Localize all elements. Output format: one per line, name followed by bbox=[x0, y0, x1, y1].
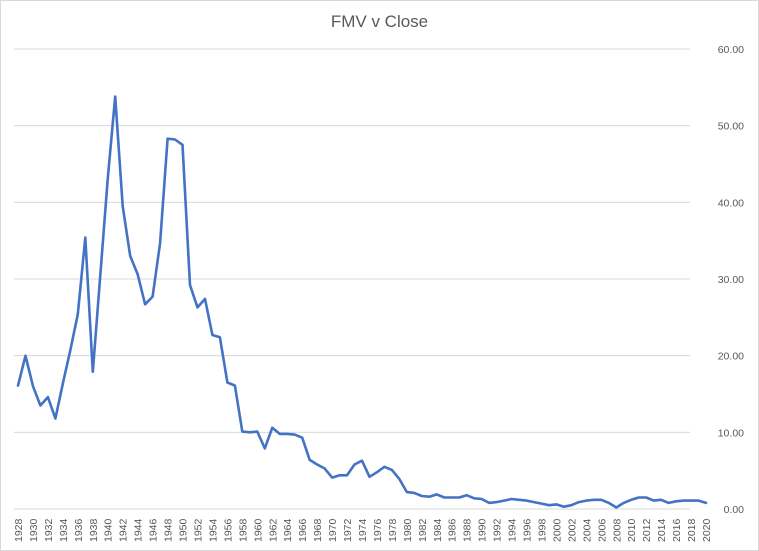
x-tick-label: 2010 bbox=[626, 518, 638, 542]
x-tick-label: 1984 bbox=[432, 518, 444, 542]
x-tick-label: 1974 bbox=[357, 518, 369, 542]
y-tick-label: 20.00 bbox=[718, 351, 744, 363]
y-axis-labels: 0.00 10.00 20.00 30.00 40.00 50.00 60.00 bbox=[718, 44, 744, 516]
x-tick-label: 1942 bbox=[118, 518, 130, 542]
x-tick-label: 1946 bbox=[148, 518, 160, 542]
x-tick-label: 1978 bbox=[387, 518, 399, 542]
x-tick-label: 2006 bbox=[596, 518, 608, 542]
x-tick-label: 2016 bbox=[671, 518, 683, 542]
x-tick-label: 1954 bbox=[207, 518, 219, 542]
x-tick-label: 1986 bbox=[447, 518, 459, 542]
x-tick-label: 2012 bbox=[641, 518, 653, 542]
x-tick-label: 1994 bbox=[507, 518, 519, 542]
y-tick-label: 0.00 bbox=[724, 504, 745, 516]
x-tick-label: 1938 bbox=[88, 518, 100, 542]
y-tick-label: 30.00 bbox=[718, 274, 744, 286]
series-line bbox=[16, 95, 708, 509]
x-tick-label: 1936 bbox=[73, 518, 85, 542]
x-tick-label: 2004 bbox=[581, 518, 593, 542]
x-tick-label: 1996 bbox=[522, 518, 534, 542]
x-tick-label: 1934 bbox=[58, 518, 70, 542]
x-tick-label: 1980 bbox=[402, 518, 414, 542]
x-tick-label: 2008 bbox=[611, 518, 623, 542]
x-tick-label: 1948 bbox=[163, 518, 175, 542]
x-tick-label: 2014 bbox=[656, 518, 668, 542]
x-tick-label: 1958 bbox=[237, 518, 249, 542]
x-tick-label: 1982 bbox=[417, 518, 429, 542]
chart-title: FMV v Close bbox=[330, 12, 429, 31]
x-tick-label: 1966 bbox=[297, 518, 309, 542]
x-tick-label: 1988 bbox=[462, 518, 474, 542]
y-tick-label: 50.00 bbox=[718, 121, 744, 133]
x-tick-label: 1998 bbox=[536, 518, 548, 542]
x-axis-labels: 1928 1930 1932 1934 1936 1938 1940 1942 1944 1946… bbox=[13, 518, 713, 542]
x-tick-label: 2018 bbox=[686, 518, 698, 542]
y-tick-label: 10.00 bbox=[718, 427, 744, 439]
x-tick-label: 1970 bbox=[327, 518, 339, 542]
x-tick-label: 1960 bbox=[252, 518, 264, 542]
x-tick-label: 2020 bbox=[701, 518, 713, 542]
gridlines bbox=[14, 48, 690, 510]
x-tick-label: 1956 bbox=[222, 518, 234, 542]
x-tick-label: 1928 bbox=[13, 518, 25, 542]
x-tick-label: 1930 bbox=[28, 518, 40, 542]
x-tick-label: 2002 bbox=[566, 518, 578, 542]
x-tick-label: 1932 bbox=[43, 518, 55, 542]
y-tick-label: 40.00 bbox=[718, 197, 744, 209]
y-tick-label: 60.00 bbox=[718, 44, 744, 56]
x-tick-label: 1940 bbox=[103, 518, 115, 542]
x-tick-label: 1976 bbox=[372, 518, 384, 542]
x-tick-label: 1972 bbox=[342, 518, 354, 542]
x-tick-label: 1990 bbox=[477, 518, 489, 542]
x-tick-label: 1968 bbox=[312, 518, 324, 542]
x-tick-label: 1962 bbox=[267, 518, 279, 542]
x-tick-label: 1944 bbox=[133, 518, 145, 542]
x-tick-label: 1964 bbox=[282, 518, 294, 542]
x-tick-label: 1952 bbox=[192, 518, 204, 542]
x-tick-label: 2000 bbox=[551, 518, 563, 542]
x-tick-label: 1950 bbox=[178, 518, 190, 542]
x-tick-label: 1992 bbox=[492, 518, 504, 542]
